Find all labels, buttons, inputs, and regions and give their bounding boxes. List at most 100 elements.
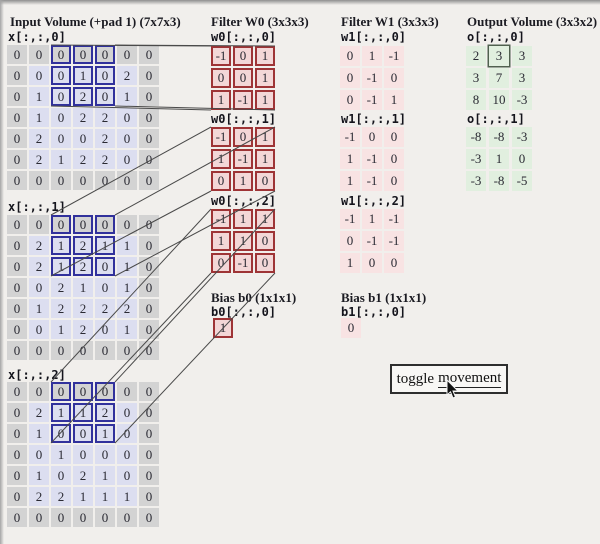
filter-w1-title: Filter W1 (3x3x3) xyxy=(341,14,439,29)
grid-cell: 2 xyxy=(29,257,49,276)
grid-cell: 0 xyxy=(139,508,159,527)
grid-cell: 1 xyxy=(211,90,231,110)
grid-cell: 0 xyxy=(233,68,253,88)
w0-slice1-label: w0[:,:,1] xyxy=(211,112,277,126)
grid-cell: -8 xyxy=(489,171,509,191)
grid-cell: 0 xyxy=(73,215,93,234)
w0-slice0-grid: -1 0 1 0 0 1 1 -1 1 xyxy=(211,46,275,110)
grid-cell: 0 xyxy=(51,87,71,106)
grid-cell: 1 xyxy=(340,171,360,191)
grid-cell: 0 xyxy=(95,257,115,276)
grid-cell: -1 xyxy=(211,209,231,229)
grid-cell: 2 xyxy=(95,129,115,148)
grid-cell: 10 xyxy=(489,90,509,110)
grid-cell: 0 xyxy=(95,278,115,297)
grid-cell: 0 xyxy=(95,171,115,190)
grid-cell: 1 xyxy=(255,46,275,66)
input-slice1-label: x[:,:,1] xyxy=(8,200,66,214)
grid-cell: 1 xyxy=(255,90,275,110)
grid-cell: 0 xyxy=(139,66,159,85)
grid-cell: 0 xyxy=(73,129,93,148)
grid-cell: 1 xyxy=(73,403,93,422)
grid-cell: 0 xyxy=(139,236,159,255)
grid-cell: 0 xyxy=(95,382,115,401)
grid-cell: 0 xyxy=(95,215,115,234)
grid-cell: 0 xyxy=(51,129,71,148)
output-volume-title: Output Volume (3x3x2) xyxy=(467,14,598,29)
grid-cell: 1 xyxy=(117,278,137,297)
grid-cell: -5 xyxy=(512,171,532,191)
grid-cell: 0 xyxy=(211,171,231,191)
grid-cell: 0 xyxy=(340,68,360,88)
grid-cell: 0 xyxy=(139,382,159,401)
bias-b0-cell: 1 xyxy=(213,318,233,338)
grid-cell: 2 xyxy=(117,299,137,318)
grid-cell: -1 xyxy=(384,209,404,229)
grid-cell: -8 xyxy=(489,127,509,147)
grid-cell: 0 xyxy=(117,108,137,127)
grid-cell: 1 xyxy=(255,209,275,229)
grid-cell: 0 xyxy=(73,341,93,360)
w1-slice0-grid: 0 1 -1 0 -1 0 0 -1 1 xyxy=(340,46,404,110)
w1-slice0-label: w1[:,:,0] xyxy=(341,30,407,44)
grid-cell: 0 xyxy=(139,171,159,190)
grid-cell: 0 xyxy=(512,149,532,169)
grid-cell: 0 xyxy=(340,231,360,251)
grid-cell: 0 xyxy=(233,127,253,147)
grid-cell: 2 xyxy=(51,487,71,506)
w1-slice2-label: w1[:,:,2] xyxy=(341,194,407,208)
grid-cell: 3 xyxy=(489,46,509,66)
grid-cell: 0 xyxy=(7,508,27,527)
grid-cell: 1 xyxy=(255,127,275,147)
grid-cell: -1 xyxy=(233,90,253,110)
grid-cell: 0 xyxy=(7,424,27,443)
filter-w0-title: Filter W0 (3x3x3) xyxy=(211,14,309,29)
grid-cell: 0 xyxy=(117,445,137,464)
grid-cell: 0 xyxy=(29,171,49,190)
grid-cell: 0 xyxy=(384,171,404,191)
grid-cell: 3 xyxy=(512,68,532,88)
grid-cell: 0 xyxy=(255,231,275,251)
grid-cell: -3 xyxy=(512,127,532,147)
bias-b1-label: b1[:,:,0] xyxy=(341,305,407,319)
grid-cell: 0 xyxy=(117,45,137,64)
grid-cell: 0 xyxy=(139,278,159,297)
grid-cell: 1 xyxy=(255,68,275,88)
grid-cell: 0 xyxy=(139,45,159,64)
grid-cell: 0 xyxy=(384,127,404,147)
grid-cell: -3 xyxy=(466,149,486,169)
grid-cell: 1 xyxy=(233,231,253,251)
grid-cell: 2 xyxy=(29,487,49,506)
grid-cell: 0 xyxy=(95,66,115,85)
grid-cell: 2 xyxy=(29,150,49,169)
grid-cell: -1 xyxy=(362,171,382,191)
grid-cell: -3 xyxy=(466,171,486,191)
grid-cell: 1 xyxy=(73,66,93,85)
grid-cell: 0 xyxy=(362,127,382,147)
grid-cell: 0 xyxy=(29,341,49,360)
input-slice0-label: x[:,:,0] xyxy=(8,30,66,44)
grid-cell: 1 xyxy=(29,424,49,443)
grid-cell: 2 xyxy=(73,87,93,106)
grid-cell: 0 xyxy=(139,108,159,127)
grid-cell: 8 xyxy=(466,90,486,110)
grid-cell: 2 xyxy=(73,150,93,169)
grid-cell: 3 xyxy=(466,68,486,88)
grid-cell: 0 xyxy=(255,171,275,191)
w0-slice2-label: w0[:,:,2] xyxy=(211,194,277,208)
grid-cell: -1 xyxy=(384,231,404,251)
grid-cell: 1 xyxy=(29,87,49,106)
grid-cell: 0 xyxy=(7,299,27,318)
grid-cell: -8 xyxy=(466,127,486,147)
grid-cell: 0 xyxy=(340,46,360,66)
grid-cell: 1 xyxy=(29,466,49,485)
grid-cell: -1 xyxy=(340,209,360,229)
grid-cell: 0 xyxy=(117,129,137,148)
grid-cell: 0 xyxy=(7,341,27,360)
grid-cell: 1 xyxy=(384,90,404,110)
grid-cell: 2 xyxy=(51,299,71,318)
grid-cell: -1 xyxy=(233,253,253,273)
grid-cell: 1 xyxy=(362,46,382,66)
grid-cell: 0 xyxy=(7,466,27,485)
grid-cell: 1 xyxy=(51,236,71,255)
